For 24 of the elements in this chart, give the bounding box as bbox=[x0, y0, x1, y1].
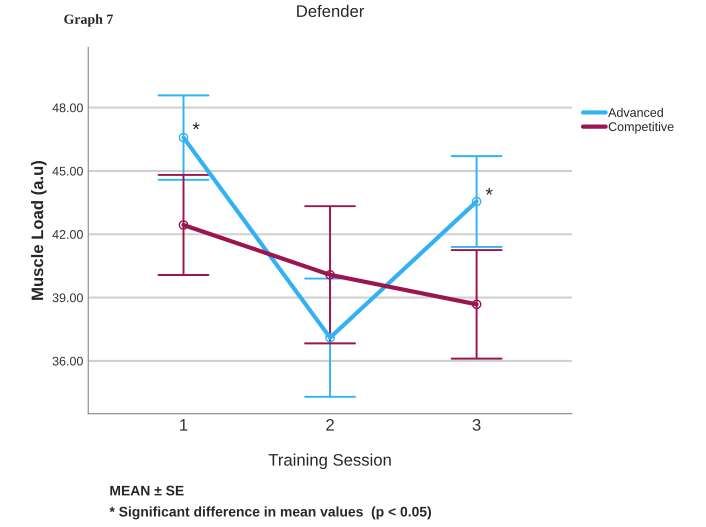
text: MEAN ± SE bbox=[110, 486, 184, 496]
annotation: * bbox=[486, 188, 493, 195]
point bbox=[178, 220, 188, 230]
annotation: * bbox=[192, 122, 200, 130]
x-tick-label: 2 bbox=[326, 418, 334, 431]
point bbox=[325, 332, 335, 343]
point bbox=[472, 299, 482, 310]
y-tick-label: 45.00 bbox=[52, 166, 83, 176]
y-tick-label: 36.00 bbox=[52, 356, 83, 366]
legend-label: Competitive bbox=[608, 122, 674, 134]
y-tick-label: 39.00 bbox=[52, 293, 83, 302]
point bbox=[472, 196, 482, 206]
y-tick-label: 48.00 bbox=[52, 103, 83, 112]
chart-title: Defender bbox=[297, 4, 364, 18]
y-axis-title: Muscle Load (a.u) bbox=[31, 161, 47, 300]
text: * Significant difference in mean values (p < 0.05) bbox=[109, 506, 431, 520]
x-axis-title: Training Session bbox=[268, 454, 391, 470]
point bbox=[325, 270, 335, 280]
x-tick-label: 3 bbox=[472, 418, 481, 431]
x-tick-label: 1 bbox=[180, 419, 188, 431]
legend-label: Advanced bbox=[608, 108, 663, 117]
caption: Graph 7 bbox=[64, 14, 113, 27]
point bbox=[178, 132, 188, 142]
y-tick-label: 42.00 bbox=[52, 230, 83, 239]
